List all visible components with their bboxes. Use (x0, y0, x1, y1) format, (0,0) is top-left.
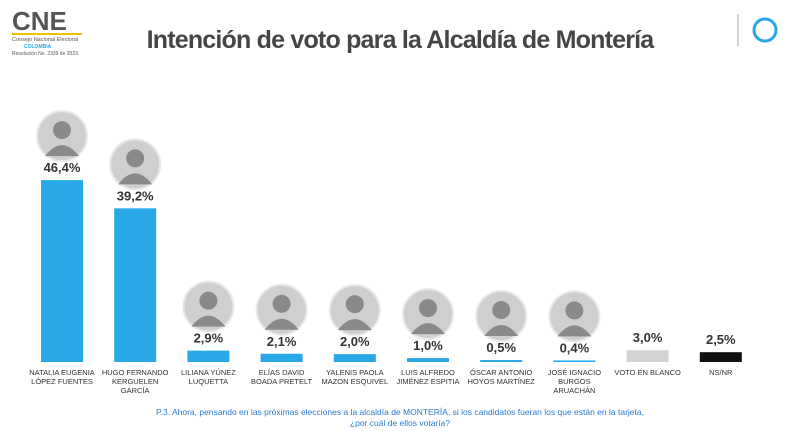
bar (41, 180, 83, 362)
bar (553, 360, 596, 362)
value-label: 39,2% (117, 188, 154, 203)
photo-head (565, 301, 584, 320)
value-label: 2,0% (340, 334, 370, 349)
bar (260, 353, 303, 362)
photo-head (53, 121, 71, 140)
value-label: 2,1% (267, 334, 297, 349)
x-tick-label: ÓSCAR ANTONIO HOYOS MARTÍNEZ (467, 368, 535, 386)
photo-body (191, 315, 226, 327)
value-label: 46,4% (44, 160, 81, 175)
logo-country: COLOMBIA (24, 44, 52, 50)
value-label: 0,5% (486, 340, 516, 355)
footnote: ¿por cuál de ellos votaría? (349, 418, 451, 428)
bar (699, 352, 742, 362)
photo-body (557, 325, 592, 337)
photo-body (484, 325, 519, 337)
value-label: 0,4% (560, 340, 590, 355)
logo: CNE (12, 6, 67, 36)
photo-head (345, 295, 364, 314)
bar (480, 360, 523, 362)
x-tick-label: YALENIS PAOLA MAZON ESQUIVEL (321, 368, 389, 386)
photo-body (337, 319, 372, 331)
photo-head (126, 149, 145, 168)
bar (407, 358, 449, 362)
x-tick-label: ELÍAS DAVID BOADA PRETELT (251, 368, 313, 386)
bar (114, 208, 157, 362)
brand-icon (752, 17, 778, 43)
value-label: 2,5% (706, 332, 736, 347)
resolution: Resolución No. 2339 de 2023 (12, 51, 78, 57)
x-tick-label: NS/NR (709, 368, 733, 377)
x-tick-label: LILIANA YÚNEZ LUQUETTA (180, 368, 236, 386)
photo-body (118, 173, 153, 185)
photo-head (199, 291, 218, 310)
x-tick-label: VOTO EN BLANCO (614, 368, 681, 377)
logo-subtitle: Consejo Nacional Electoral (12, 37, 78, 43)
x-tick-label: JOSÉ IGNACIO BURGOS ARUACHÁN (547, 368, 602, 395)
photo-head (419, 299, 437, 318)
photo-head (492, 301, 511, 320)
x-tick-label: NATALIA EUGENIA LÓPEZ FUENTES (29, 368, 95, 386)
photo-body (411, 323, 445, 335)
chart-title: Intención de voto para la Alcaldía de Mo… (147, 26, 656, 54)
x-tick-label: LUIS ALFREDO JIMÉNEZ ESPITIA (396, 368, 460, 386)
bar (626, 350, 669, 362)
value-label: 1,0% (413, 338, 443, 353)
photo-head (272, 294, 291, 313)
value-label: 2,9% (194, 331, 224, 346)
x-tick-label: HUGO FERNANDO KERGUELEN GARCÍA (101, 368, 169, 395)
photo-body (264, 318, 299, 330)
footnote: P.3. Ahora, pensando en las próximas ele… (156, 407, 644, 417)
logo-stripe (12, 33, 82, 35)
value-label: 3,0% (633, 330, 663, 345)
bar (333, 354, 376, 362)
photo-body (45, 145, 79, 157)
bar (187, 350, 230, 362)
